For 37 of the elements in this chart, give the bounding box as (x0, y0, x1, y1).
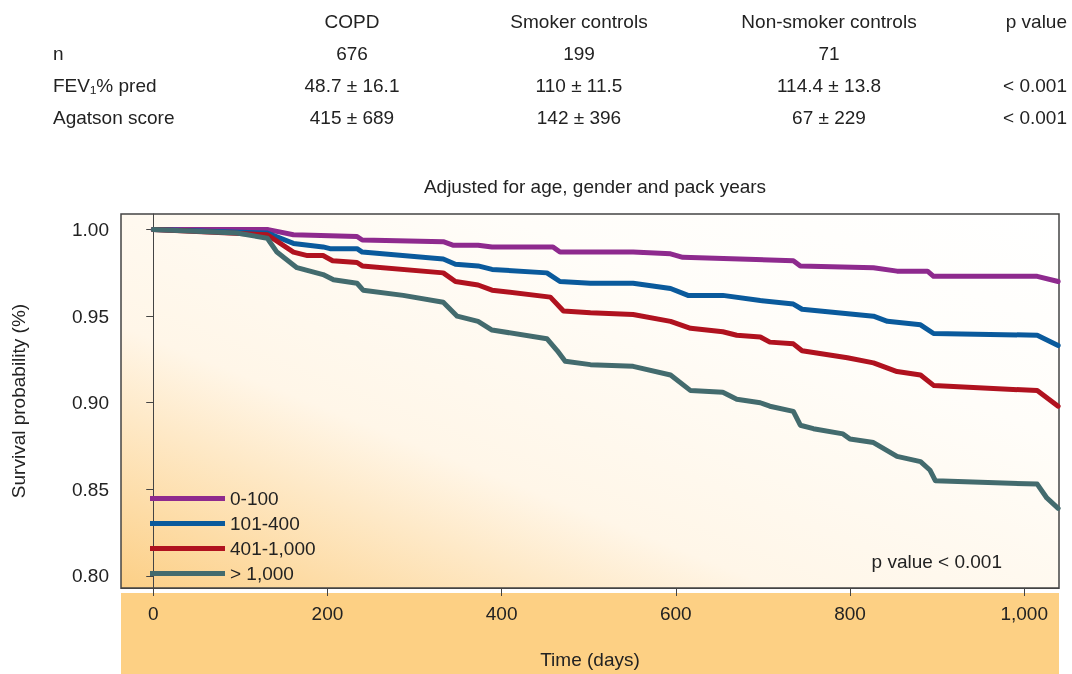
y-tick-label: 1.00 (72, 219, 109, 241)
legend-label: 0-100 (230, 488, 279, 509)
x-tick-label: 1,000 (1000, 603, 1048, 624)
text: 114.4 ± 13.8 (776, 75, 882, 97)
text: COPD (324, 11, 380, 33)
text: < 0.001 (1003, 107, 1067, 129)
legend-label: 101-400 (230, 513, 300, 534)
y-tick-label: 0.85 (72, 478, 109, 500)
text: 199 (563, 43, 595, 65)
legend-label: 401-1,000 (230, 538, 316, 559)
x-tick-label: 0 (147, 603, 159, 624)
chart-title: Adjusted for age, gender and pack years (423, 176, 767, 197)
text: Smoker controls (510, 11, 648, 33)
x-axis-title: Time (days) (540, 649, 640, 670)
text: Agatson score (53, 107, 175, 129)
x-tick-label: 400 (485, 603, 518, 624)
text: p value (1005, 11, 1067, 33)
y-tick-label: 0.95 (72, 305, 109, 327)
text: 415 ± 689 (309, 107, 395, 129)
annotation: p value < 0.001 (871, 551, 1002, 572)
x-tick-label: 800 (834, 603, 866, 624)
text: 110 ± 11.5 (535, 75, 623, 97)
text: Non-smoker controls (741, 11, 917, 33)
text: 142 ± 396 (536, 107, 622, 129)
text: 48.7 ± 16.1 (304, 75, 400, 97)
text: 67 ± 229 (792, 107, 866, 129)
text: 71 (818, 43, 840, 65)
text: n (53, 43, 64, 65)
text: 676 (336, 43, 368, 65)
y-axis-title: Survival probability (%) (8, 303, 29, 499)
x-tick-label: 200 (311, 603, 344, 624)
y-tick-label: 0.90 (72, 392, 109, 414)
x-tick-label: 600 (659, 603, 692, 624)
legend-label: > 1,000 (230, 563, 294, 584)
text: FEV₁% pred (53, 75, 157, 97)
text: < 0.001 (1003, 75, 1067, 97)
y-tick-label: 0.80 (72, 565, 109, 587)
